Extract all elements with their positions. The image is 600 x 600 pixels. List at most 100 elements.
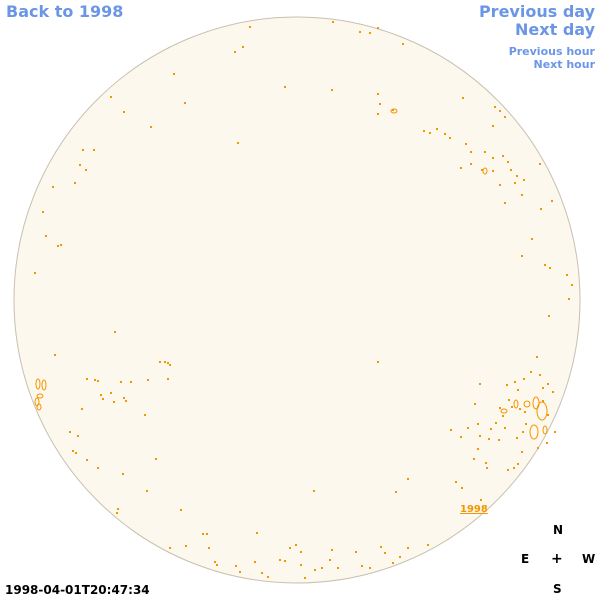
contour-dot xyxy=(279,559,281,561)
contour-dot xyxy=(492,157,494,159)
contour-dot xyxy=(473,458,475,460)
year-label-link[interactable]: 1998 xyxy=(460,504,488,515)
contour-dot xyxy=(355,551,357,553)
contour-dot xyxy=(216,564,218,566)
contour-dot xyxy=(549,267,551,269)
contour-dot xyxy=(502,415,504,417)
contour-dot xyxy=(507,161,509,163)
contour-dot xyxy=(361,565,363,567)
contour-dot xyxy=(502,155,504,157)
contour-dot xyxy=(102,398,104,400)
contour-dot xyxy=(504,202,506,204)
contour-dot xyxy=(295,544,297,546)
contour-dot xyxy=(81,408,83,410)
contour-dot xyxy=(392,109,394,111)
contour-dot xyxy=(332,21,334,23)
contour-dot xyxy=(256,532,258,534)
contour-dot xyxy=(94,379,96,381)
contour-dot xyxy=(481,169,483,171)
contour-dot xyxy=(180,509,182,511)
contour-dot xyxy=(517,389,519,391)
contour-dot xyxy=(331,89,333,91)
next-day-link[interactable]: Next day xyxy=(515,20,595,39)
compass-west: W xyxy=(582,552,596,566)
contour-dot xyxy=(488,438,490,440)
contour-dot xyxy=(523,179,525,181)
contour-dot xyxy=(536,356,538,358)
contour-dot xyxy=(146,490,148,492)
contour-dot xyxy=(93,149,95,151)
contour-dot xyxy=(85,169,87,171)
contour-dot xyxy=(504,116,506,118)
contour-dot xyxy=(74,182,76,184)
active-region-contours xyxy=(34,21,573,579)
contour-dot xyxy=(506,384,508,386)
contour-dot xyxy=(510,169,512,171)
contour-dot xyxy=(54,354,56,356)
contour-dot xyxy=(72,450,74,452)
contour-dot xyxy=(539,163,541,165)
contour-dot xyxy=(337,567,339,569)
contour-dot xyxy=(69,431,71,433)
contour-dot xyxy=(547,383,549,385)
contour-dot xyxy=(52,186,54,188)
contour-dot xyxy=(516,175,518,177)
contour-dot xyxy=(514,381,516,383)
contour-dot xyxy=(289,547,291,549)
contour-loop xyxy=(36,393,44,399)
contour-dot xyxy=(539,374,541,376)
previous-day-link[interactable]: Previous day xyxy=(478,2,595,21)
contour-dot xyxy=(513,467,515,469)
contour-dot xyxy=(499,110,501,112)
solar-disk xyxy=(13,16,581,584)
contour-loop xyxy=(532,396,540,410)
contour-dot xyxy=(331,549,333,551)
contour-loop xyxy=(500,408,508,414)
contour-dot xyxy=(450,429,452,431)
contour-dot xyxy=(474,403,476,405)
contour-dot xyxy=(571,284,573,286)
contour-dot xyxy=(97,380,99,382)
contour-dot xyxy=(159,361,161,363)
contour-dot xyxy=(120,381,122,383)
contour-dot xyxy=(544,264,546,266)
contour-loop xyxy=(529,424,539,440)
contour-dot xyxy=(455,481,457,483)
contour-dot xyxy=(117,508,119,510)
contour-dot xyxy=(75,452,77,454)
contour-dot xyxy=(540,208,542,210)
contour-dot xyxy=(329,559,331,561)
compass-north: N xyxy=(553,523,564,537)
contour-dot xyxy=(57,245,59,247)
contour-dot xyxy=(507,469,509,471)
contour-dot xyxy=(395,491,397,493)
contour-dot xyxy=(261,572,263,574)
contour-dot xyxy=(465,143,467,145)
contour-dot xyxy=(34,272,36,274)
contour-dot xyxy=(86,459,88,461)
contour-dot xyxy=(123,397,125,399)
contour-dot xyxy=(254,561,256,563)
contour-dot xyxy=(429,132,431,134)
contour-loop xyxy=(513,399,519,409)
contour-dot xyxy=(521,451,523,453)
contour-dot xyxy=(551,200,553,202)
contour-dot xyxy=(284,560,286,562)
compass-east: E xyxy=(521,552,530,566)
contour-dot xyxy=(484,151,486,153)
contour-dot xyxy=(524,411,526,413)
previous-hour-link[interactable]: Previous hour xyxy=(508,45,595,58)
contour-dot xyxy=(492,170,494,172)
back-to-year-link[interactable]: Back to 1998 xyxy=(6,2,124,21)
contour-dot xyxy=(531,238,533,240)
contour-dot xyxy=(490,428,492,430)
contour-dot xyxy=(407,547,409,549)
contour-dot xyxy=(114,331,116,333)
contour-dot xyxy=(122,473,124,475)
compass-south: S xyxy=(553,582,562,596)
contour-dot xyxy=(97,467,99,469)
next-hour-link[interactable]: Next hour xyxy=(533,58,596,71)
contour-dot xyxy=(494,106,496,108)
contour-dot xyxy=(167,378,169,380)
